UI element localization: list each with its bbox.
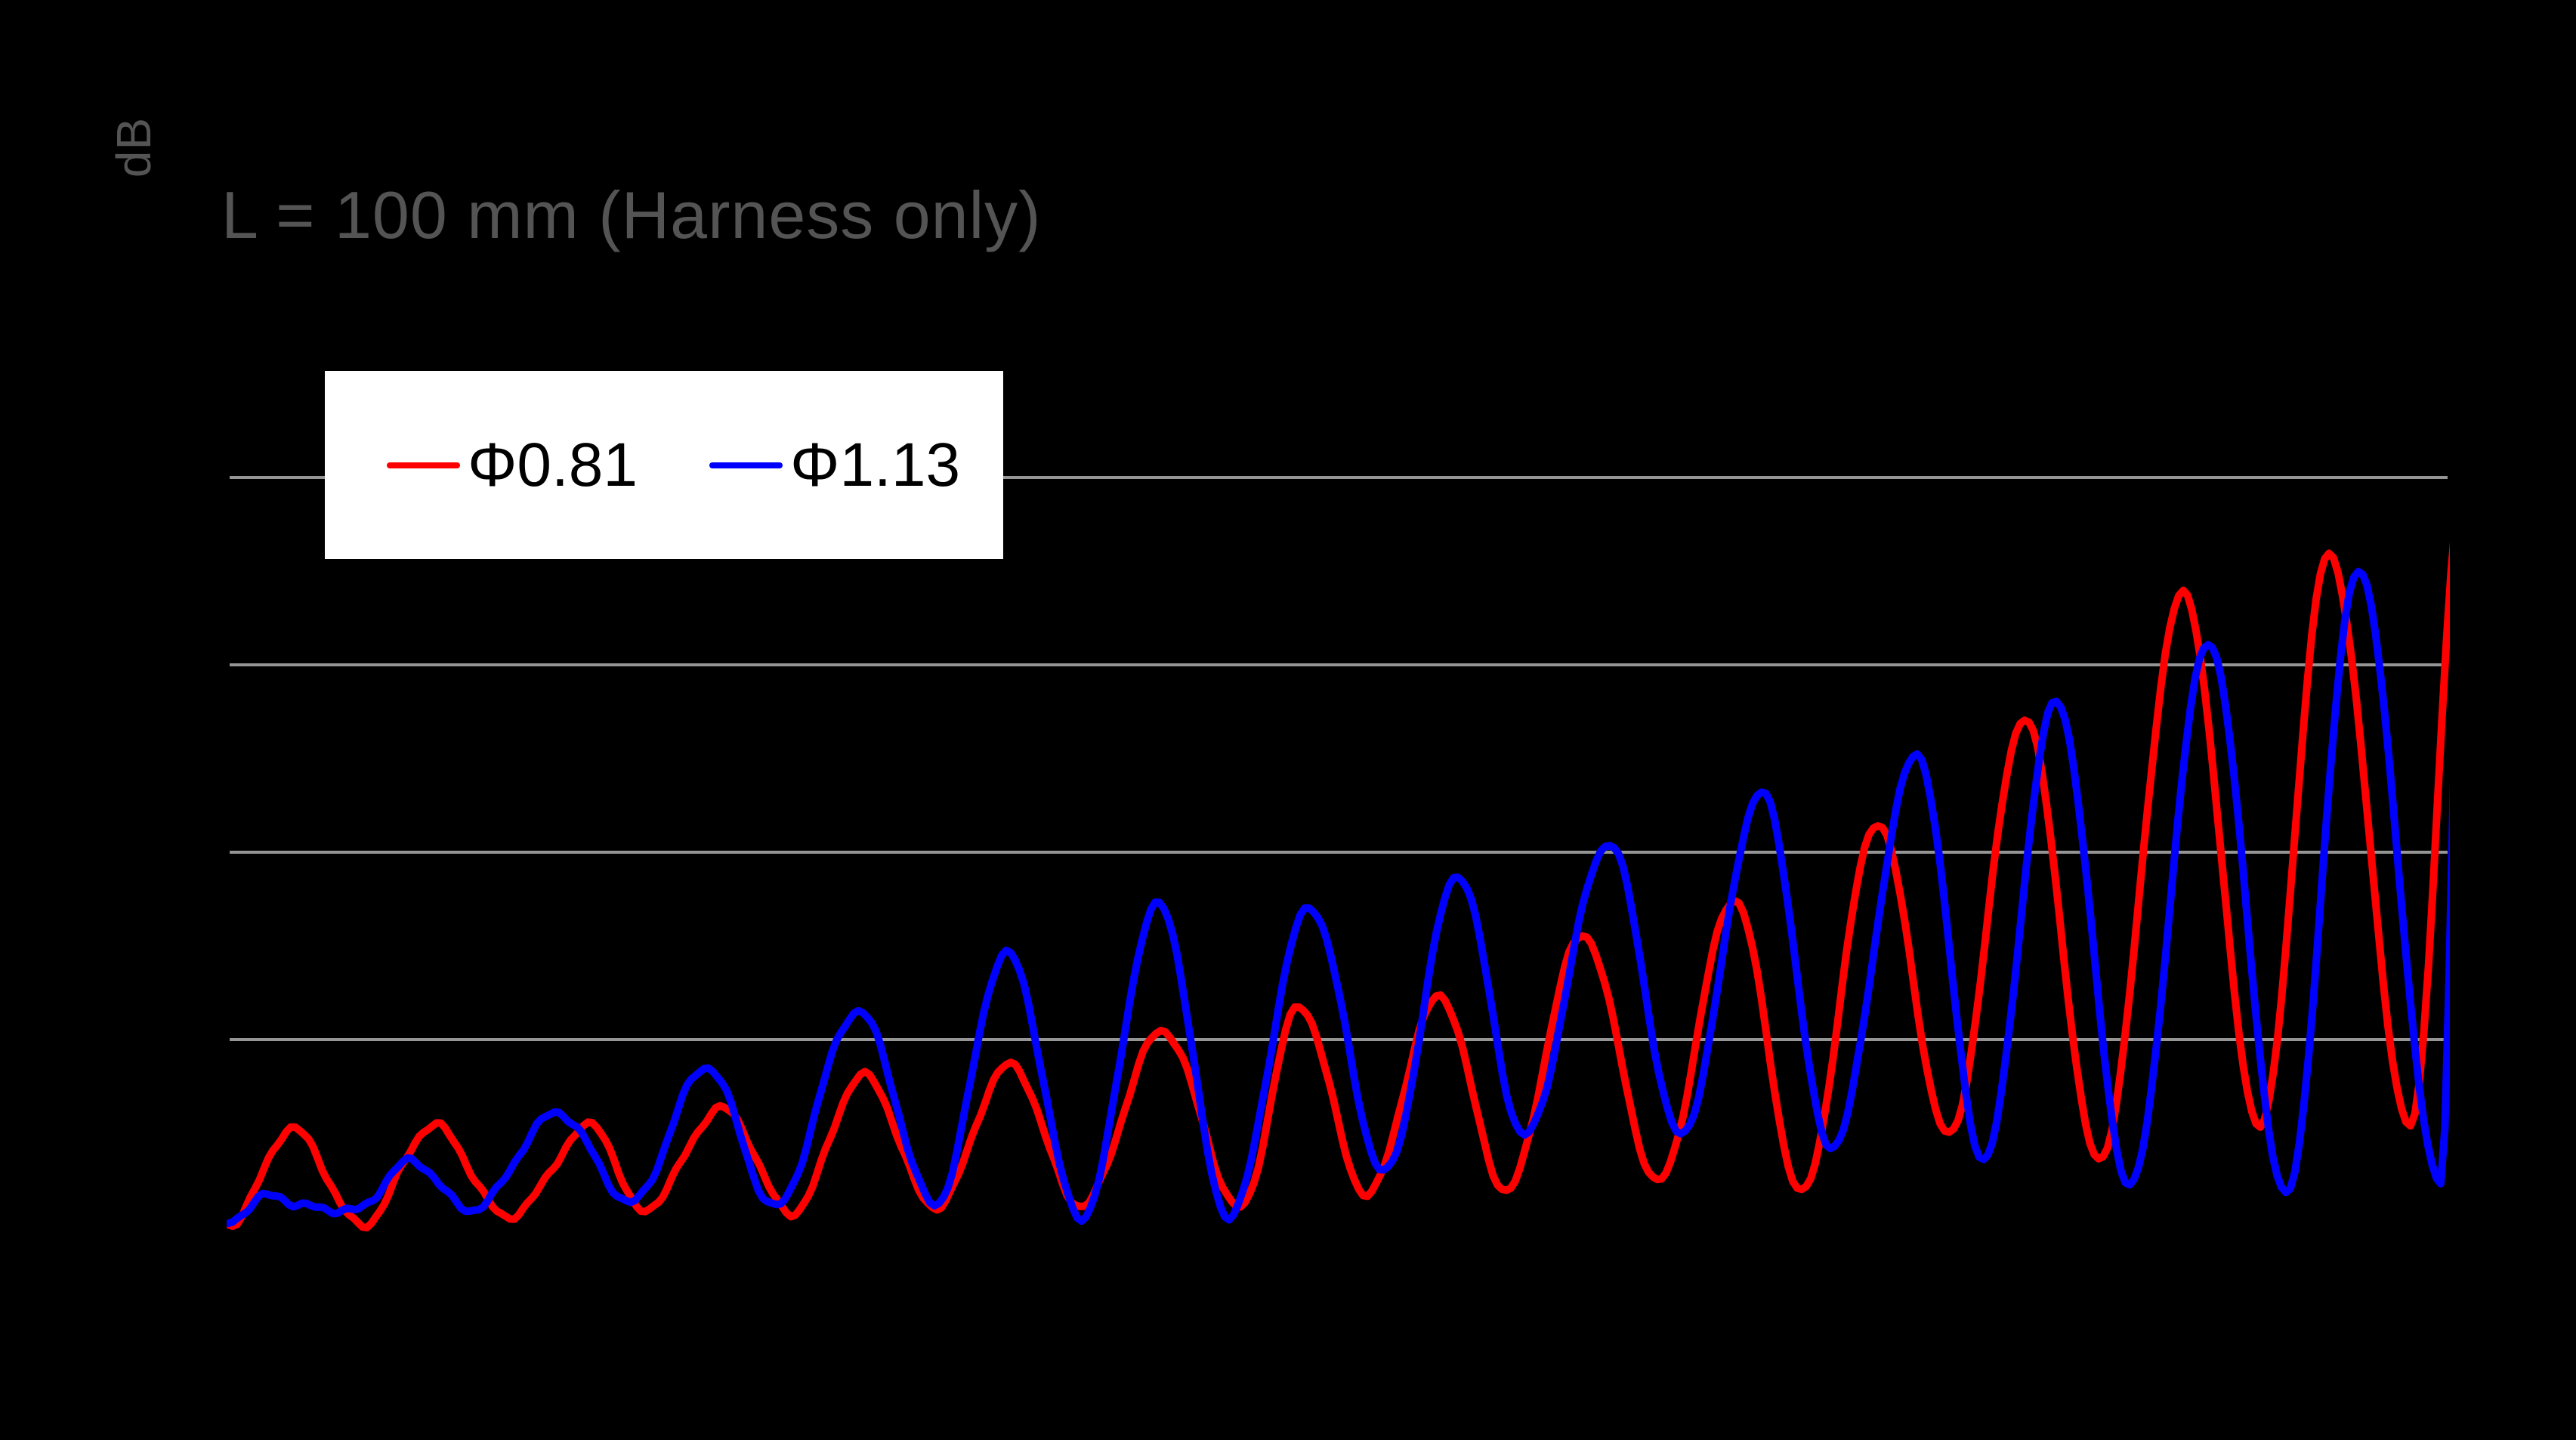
chart-title: L = 100 mm (Harness only) [221,178,1042,252]
legend-label: Φ1.13 [790,430,961,499]
legend-line-sample-red [387,462,460,468]
legend-label: Φ0.81 [468,430,638,499]
legend-line-sample-blue [709,462,783,468]
series-line-Φ1.13 [227,567,2450,1228]
legend: Φ0.81 Φ1.13 [325,371,1003,559]
series-line-Φ0.81 [227,542,2450,1231]
series-lines [227,542,2450,1231]
legend-item-phi-1-13: Φ1.13 [709,434,960,496]
legend-item-phi-0-81: Φ0.81 [387,434,638,496]
gridlines [230,476,2448,1041]
y-axis-title: dB [107,116,162,178]
